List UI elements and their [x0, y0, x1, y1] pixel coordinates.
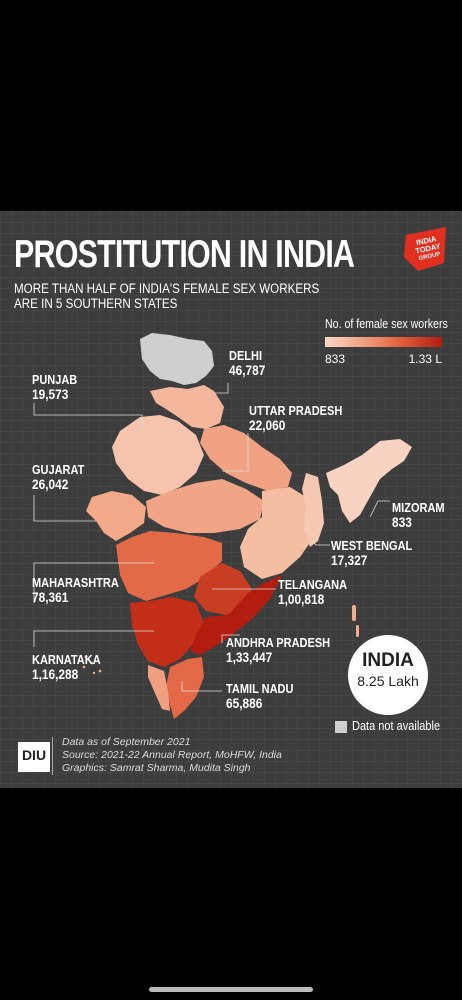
region-maharashtra: [116, 531, 222, 601]
label-tamil-nadu: TAMIL NADU 65,886: [226, 682, 293, 712]
leader-uttar-pradesh: [222, 433, 249, 472]
footer-divider: [52, 737, 53, 775]
subtitle: MORE THAN HALF OF INDIA'S FEMALE SEX WOR…: [14, 281, 320, 311]
leader-tamil-nadu: [181, 681, 222, 692]
state-name: KARNATAKA: [32, 653, 101, 667]
leader-mizoram: [369, 500, 390, 518]
state-value: 46,787: [229, 363, 266, 378]
logo-shape-icon: [404, 227, 446, 271]
total-value: 8.25 Lakh: [357, 673, 419, 689]
state-name: GUJARAT: [32, 463, 85, 477]
state-value: 26,042: [32, 477, 69, 492]
label-telangana: TELANGANA 1,00,818: [278, 578, 347, 608]
region-madhya-pradesh: [146, 479, 264, 533]
leader-delhi: [214, 383, 229, 394]
region-andhra-pradesh: [190, 575, 282, 655]
leader-punjab: [33, 403, 143, 429]
leader-west-bengal: [311, 540, 330, 546]
label-gujarat: GUJARAT 26,042: [32, 463, 84, 493]
state-value: 22,060: [249, 418, 286, 433]
state-name: PUNJAB: [32, 373, 78, 387]
footer-source: Source: 2021-22 Annual Report, MoHFW, In…: [62, 749, 282, 761]
region-jammu-kashmir: [140, 333, 214, 385]
legend-max: 1.33 L: [408, 352, 442, 366]
lakshadweep-islands: [82, 655, 102, 675]
region-east-central: [240, 487, 316, 579]
state-name: MIZORAM: [392, 501, 445, 515]
state-value: 19,573: [32, 387, 69, 402]
leader-maharashtra: [33, 562, 154, 603]
footer-credits: Graphics: Samrat Sharma, Mudita Singh: [62, 762, 251, 774]
page-title: PROSTITUTION IN INDIA: [14, 233, 355, 276]
label-maharashtra: MAHARASHTRA 78,361: [32, 576, 119, 606]
india-total-badge: INDIA 8.25 Lakh: [348, 635, 428, 715]
footer-data-date: Data as of September 2021: [62, 736, 191, 748]
legend-title: No. of female sex workers: [325, 317, 448, 331]
region-karnataka: [130, 597, 204, 667]
state-name: DELHI: [229, 349, 262, 363]
no-data-label: Data not available: [352, 719, 441, 733]
region-north: [150, 385, 224, 429]
india-map: [33, 333, 412, 719]
state-value: 1,16,288: [32, 667, 79, 682]
total-label: INDIA: [362, 650, 414, 671]
label-punjab: PUNJAB 19,573: [32, 373, 77, 403]
state-value: 78,361: [32, 590, 69, 605]
region-kerala: [148, 665, 170, 711]
label-delhi: DELHI 46,787: [229, 349, 265, 379]
andaman-islands: [352, 605, 359, 637]
region-north-east: [326, 439, 412, 523]
state-value: 1,00,818: [278, 592, 325, 607]
label-andhra-pradesh: ANDHRA PRADESH 1,33,447: [226, 636, 330, 666]
label-west-bengal: WEST BENGAL 17,327: [331, 539, 412, 569]
state-name: TELANGANA: [278, 578, 348, 592]
state-name: ANDHRA PRADESH: [226, 636, 331, 650]
label-uttar-pradesh: UTTAR PRADESH 22,060: [249, 404, 342, 434]
label-mizoram: MIZORAM 833: [392, 501, 445, 531]
no-data-swatch: [335, 721, 347, 733]
state-name: TAMIL NADU: [226, 682, 294, 696]
region-tamil-nadu: [166, 657, 204, 719]
diu-badge: DIU: [18, 742, 50, 772]
leader-karnataka: [33, 630, 154, 647]
label-karnataka: KARNATAKA 1,16,288: [32, 653, 101, 683]
region-west-bengal: [302, 473, 324, 547]
state-value: 65,886: [226, 696, 263, 711]
region-uttar-pradesh: [200, 425, 292, 491]
state-name: MAHARASHTRA: [32, 576, 119, 590]
region-rajasthan: [112, 415, 204, 495]
state-name: WEST BENGAL: [331, 539, 413, 553]
india-today-logo: INDIA TODAY GROUP: [404, 227, 448, 271]
leader-andhra-pradesh: [221, 634, 240, 643]
leader-gujarat: [33, 495, 96, 522]
state-value: 1,33,447: [226, 650, 273, 665]
state-value: 833: [392, 515, 412, 530]
state-name: UTTAR PRADESH: [249, 404, 343, 418]
region-gujarat: [86, 491, 146, 541]
state-value: 17,327: [331, 553, 368, 568]
legend-min: 833: [325, 352, 346, 366]
home-indicator[interactable]: [149, 987, 313, 992]
legend-gradient: [325, 337, 442, 347]
infographic-card: PROSTITUTION IN INDIA MORE THAN HALF OF …: [0, 211, 462, 788]
